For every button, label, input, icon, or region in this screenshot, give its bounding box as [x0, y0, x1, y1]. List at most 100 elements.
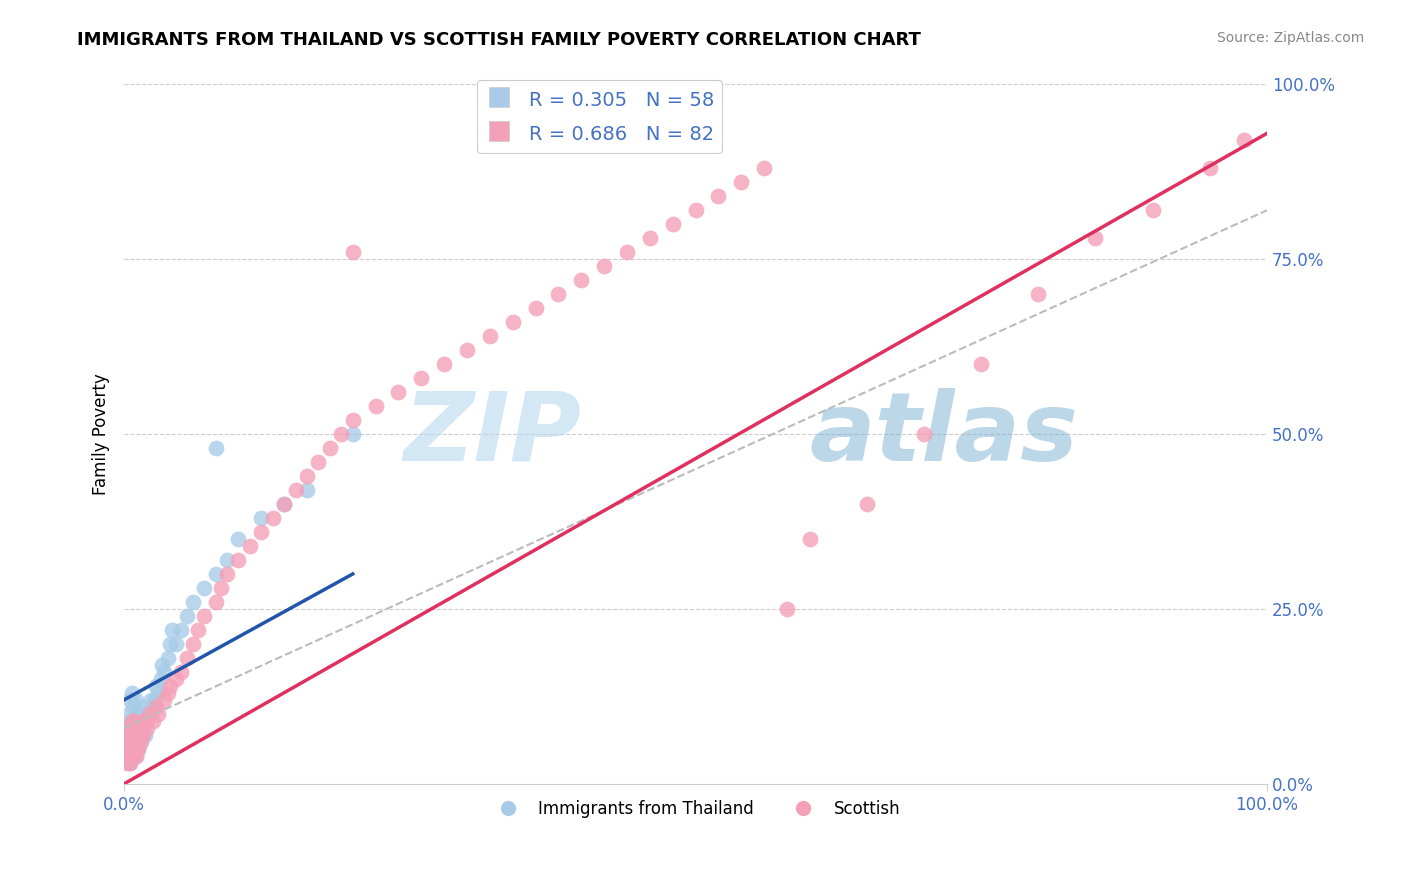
Point: [308, 455, 330, 469]
Point: [131, 735, 153, 749]
Point: [165, 672, 187, 686]
Point: [124, 748, 146, 763]
Point: [120, 748, 142, 763]
Point: [153, 665, 176, 679]
Point: [153, 693, 176, 707]
Point: [250, 511, 273, 525]
Point: [912, 427, 935, 442]
Point: [547, 287, 569, 301]
Point: [156, 651, 179, 665]
Point: [181, 637, 204, 651]
Point: [131, 721, 153, 735]
Point: [1142, 203, 1164, 218]
Point: [273, 497, 295, 511]
Legend: Immigrants from Thailand, Scottish: Immigrants from Thailand, Scottish: [485, 793, 907, 824]
Point: [135, 706, 157, 721]
Point: [125, 735, 148, 749]
Point: [143, 693, 166, 707]
Point: [122, 728, 145, 742]
Point: [145, 679, 167, 693]
Point: [124, 748, 146, 763]
Point: [284, 483, 307, 497]
Point: [193, 581, 215, 595]
Point: [502, 315, 524, 329]
Point: [661, 217, 683, 231]
Point: [165, 637, 187, 651]
Point: [134, 728, 156, 742]
Point: [204, 595, 226, 609]
Point: [124, 714, 146, 728]
Point: [342, 413, 364, 427]
Point: [117, 741, 139, 756]
Point: [131, 721, 153, 735]
Point: [187, 623, 209, 637]
Point: [122, 748, 145, 763]
Point: [118, 741, 141, 756]
Point: [204, 441, 226, 455]
Point: [142, 714, 165, 728]
Point: [411, 371, 433, 385]
Point: [209, 581, 232, 595]
Point: [685, 203, 707, 218]
Point: [707, 189, 730, 203]
Point: [752, 161, 775, 176]
Point: [799, 532, 821, 546]
Point: [138, 706, 160, 721]
Point: [156, 686, 179, 700]
Point: [616, 245, 638, 260]
Point: [159, 637, 181, 651]
Point: [138, 706, 160, 721]
Text: atlas: atlas: [810, 388, 1078, 481]
Point: [228, 532, 250, 546]
Point: [115, 748, 138, 763]
Point: [342, 245, 364, 260]
Point: [176, 608, 198, 623]
Point: [121, 686, 143, 700]
Point: [118, 693, 141, 707]
Point: [124, 693, 146, 707]
Point: [127, 741, 149, 756]
Point: [134, 714, 156, 728]
Point: [148, 686, 170, 700]
Point: [387, 385, 409, 400]
Point: [1198, 161, 1220, 176]
Point: [128, 728, 150, 742]
Point: [433, 357, 456, 371]
Point: [122, 728, 145, 742]
Point: [142, 699, 165, 714]
Y-axis label: Family Poverty: Family Poverty: [93, 373, 110, 495]
Point: [148, 706, 170, 721]
Point: [273, 497, 295, 511]
Point: [176, 651, 198, 665]
Point: [121, 721, 143, 735]
Point: [170, 665, 193, 679]
Point: [120, 714, 142, 728]
Point: [1028, 287, 1050, 301]
Point: [730, 175, 752, 189]
Point: [122, 748, 145, 763]
Point: [127, 706, 149, 721]
Point: [295, 483, 318, 497]
Point: [131, 699, 153, 714]
Point: [524, 301, 547, 316]
Point: [593, 259, 616, 273]
Point: [118, 756, 141, 770]
Point: [569, 273, 592, 287]
Point: [128, 721, 150, 735]
Point: [150, 657, 173, 672]
Point: [136, 714, 159, 728]
Point: [118, 748, 141, 763]
Point: [239, 539, 262, 553]
Point: [330, 427, 353, 442]
Point: [124, 741, 146, 756]
Point: [120, 721, 142, 735]
Point: [159, 679, 181, 693]
Point: [131, 728, 153, 742]
Point: [124, 721, 146, 735]
Point: [132, 714, 155, 728]
Point: [121, 741, 143, 756]
Point: [844, 63, 866, 78]
Point: [295, 469, 318, 483]
Point: [456, 343, 478, 358]
Point: [776, 602, 799, 616]
